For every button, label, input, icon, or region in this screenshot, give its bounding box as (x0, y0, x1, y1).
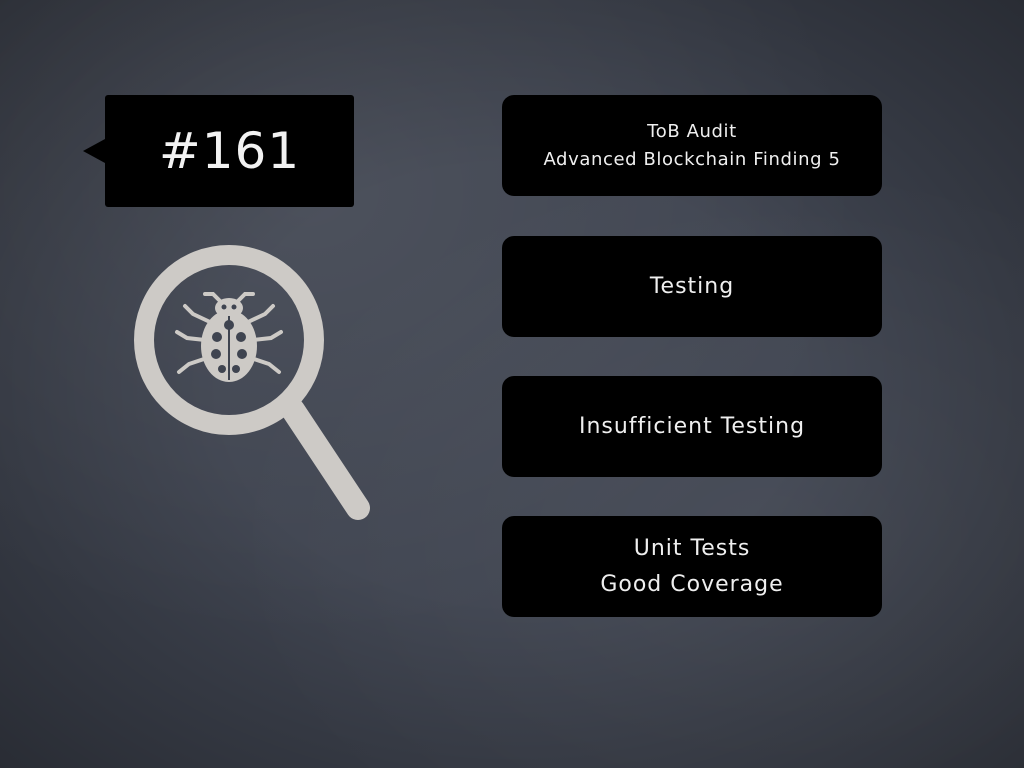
source-title: ToB Audit (647, 120, 737, 142)
category-label: Testing (649, 273, 735, 299)
finding-card: Insufficient Testing (502, 376, 882, 477)
magnifier-bug-icon (134, 245, 370, 520)
source-card: ToB Audit Advanced Blockchain Finding 5 (502, 95, 882, 196)
source-finding: Advanced Blockchain Finding 5 (543, 148, 841, 170)
issue-number-callout: #161 (83, 95, 354, 207)
notes-line-1: Unit Tests (633, 535, 751, 561)
notes-line-2: Good Coverage (600, 571, 784, 597)
issue-number: #161 (158, 122, 301, 180)
category-card: Testing (502, 236, 882, 337)
notes-card: Unit Tests Good Coverage (502, 516, 882, 617)
callout-pointer (83, 139, 105, 163)
finding-label: Insufficient Testing (578, 413, 806, 439)
